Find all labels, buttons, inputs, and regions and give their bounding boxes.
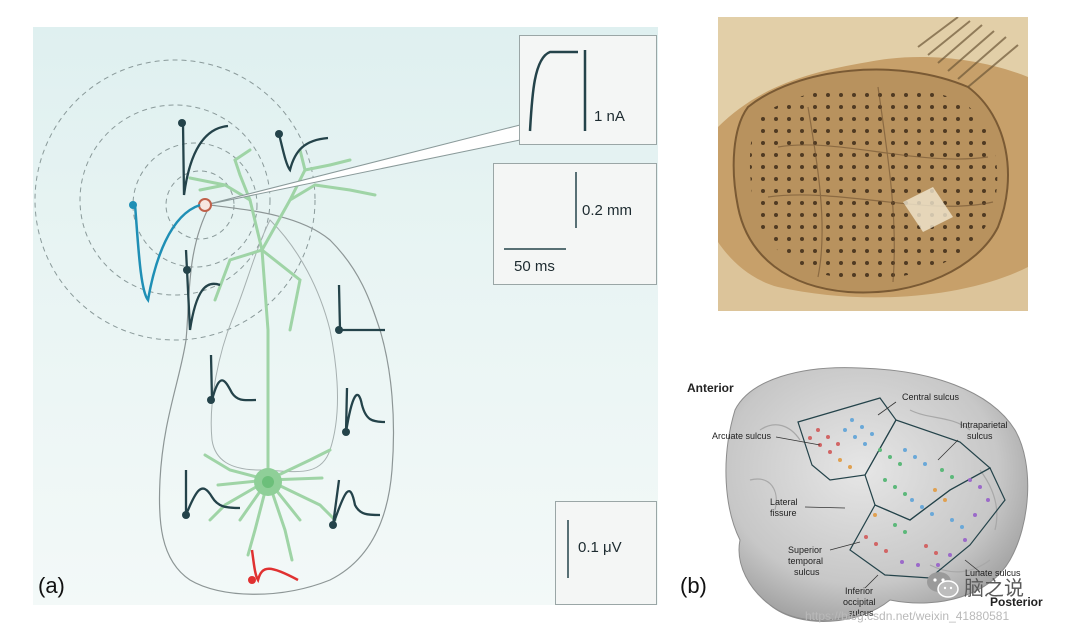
trace-6: [344, 387, 386, 433]
voltage-scale-box: 0.1 μV: [555, 501, 657, 605]
anterior-label: Anterior: [687, 381, 734, 395]
field-circle-outer: [34, 59, 316, 341]
superior-temporal-label-3: sulcus: [794, 567, 820, 577]
wechat-icon: [927, 572, 959, 598]
arcuate-sulcus-label: Arcuate sulcus: [712, 431, 772, 441]
superior-temporal-label-1: Superior: [788, 545, 823, 555]
lateral-fissure-label-1: Lateral: [770, 497, 798, 507]
field-contour-inner: [210, 219, 338, 473]
neuron-nucleus: [262, 476, 274, 488]
current-scale-label: 1 nA: [594, 108, 625, 125]
brain-sulci: [749, 409, 998, 573]
trace-2: [277, 133, 329, 173]
trace-8: [331, 479, 381, 526]
field-circle-2: [132, 142, 258, 268]
central-sulcus-label: Central sulcus: [902, 392, 960, 402]
field-contour: [158, 204, 395, 595]
time-scale-label: 50 ms: [514, 258, 555, 275]
trace-3: [184, 249, 221, 331]
superior-temporal-label-2: temporal: [788, 556, 824, 566]
inferior-occipital-label-1: Inferior: [845, 586, 874, 596]
distance-scale-label: 0.2 mm: [582, 202, 633, 219]
trace-7: [184, 470, 241, 516]
voltage-scale-label: 0.1 μV: [578, 539, 622, 556]
recording-site-marker: [198, 198, 212, 212]
electrode-dots-array: [808, 418, 990, 567]
field-circle-inner: [165, 170, 235, 240]
csdn-url-watermark: https://blog.csdn.net/weixin_41880581: [805, 609, 1010, 623]
dark-traces: [181, 122, 386, 526]
red-trace: [248, 549, 299, 584]
posterior-label: Posterior: [990, 595, 1043, 609]
inferior-occipital-label-2: occipital: [843, 597, 876, 607]
blue-trace: [129, 201, 201, 303]
brain-panel: Anterior Posterior Central sulcus Arcuat…: [680, 350, 1080, 634]
current-step-trace: [528, 50, 587, 132]
wechat-watermark: 脑之说: [922, 568, 1050, 602]
photo-illustration: [718, 17, 1028, 311]
label-leader-lines: [775, 401, 981, 589]
neuron-diagram: [34, 59, 521, 595]
brain-illustration: [725, 367, 1029, 622]
trace-5: [209, 354, 257, 402]
wechat-account-name: 脑之说: [964, 576, 1024, 600]
electrode-dots: [178, 119, 350, 529]
field-circles: [34, 59, 316, 341]
current-inset: 1 nA: [519, 35, 657, 145]
inferior-occipital-label-3: sulcus: [848, 608, 874, 618]
spatial-temporal-scale-box: 0.2 mm 50 ms: [493, 163, 657, 285]
lunate-sulcus-label: Lunate sulcus: [965, 568, 1021, 578]
lateral-fissure-label-2: fissure: [770, 508, 797, 518]
field-circle-3: [79, 104, 271, 296]
intraparietal-label-2: sulcus: [967, 431, 993, 441]
panel-a-label: (a): [38, 573, 65, 598]
ecog-implant-photo: [718, 17, 1028, 311]
neuron-dendrites: [188, 148, 377, 562]
trace-1: [181, 122, 229, 196]
intraparietal-label-1: Intraparietal: [960, 420, 1008, 430]
panel-b-label: (b): [680, 573, 707, 598]
